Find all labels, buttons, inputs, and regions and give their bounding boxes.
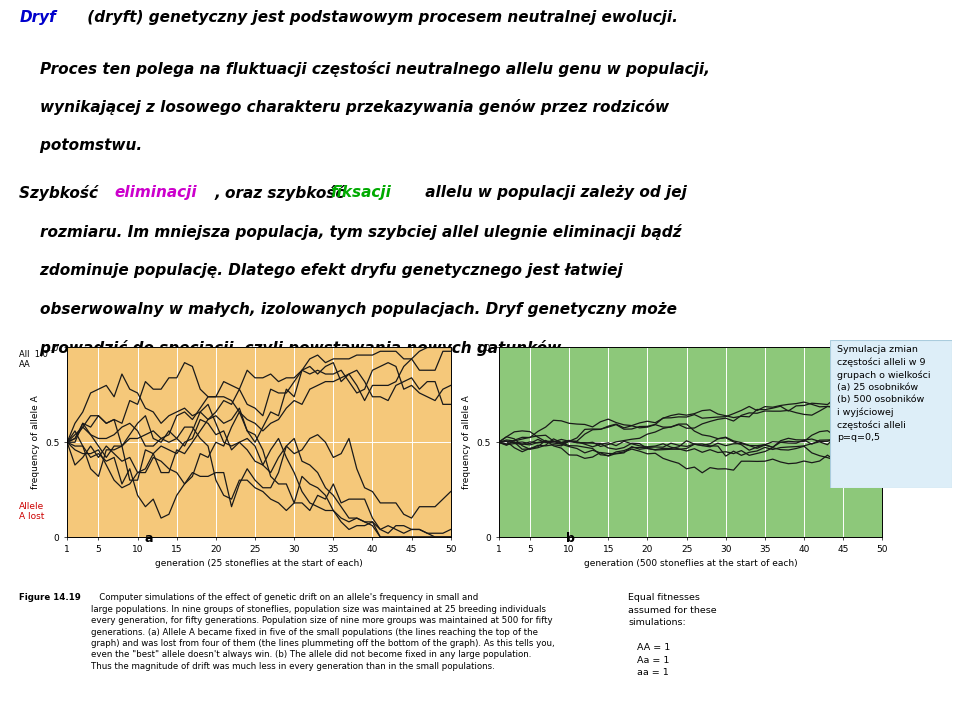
Text: Equal fitnesses
assumed for these
simulations:

   AA = 1
   Aa = 1
   aa = 1: Equal fitnesses assumed for these simula… — [628, 593, 716, 677]
Text: Dryf: Dryf — [19, 10, 56, 25]
Text: Symulacja zmian
częstości alleli w 9
grupach o wielkości
(a) 25 osobników
(b) 50: Symulacja zmian częstości alleli w 9 gru… — [837, 345, 930, 442]
Text: Szybkość: Szybkość — [19, 185, 104, 201]
Y-axis label: frequency of allele A: frequency of allele A — [31, 395, 39, 489]
Text: Allele: Allele — [19, 502, 44, 511]
Text: allelu w populacji zależy od jej: allelu w populacji zależy od jej — [420, 185, 687, 200]
Text: A lost: A lost — [19, 512, 44, 522]
Text: potomstwu.: potomstwu. — [19, 138, 142, 153]
Text: prowadzić do specjacji, czyli powstawania nowych gatunków.: prowadzić do specjacji, czyli powstawani… — [19, 340, 566, 357]
Text: All  1.0: All 1.0 — [19, 350, 48, 359]
FancyBboxPatch shape — [830, 340, 952, 488]
Text: b: b — [566, 532, 575, 545]
Text: a: a — [145, 532, 152, 545]
Text: Figure 14.19: Figure 14.19 — [19, 593, 81, 602]
X-axis label: generation (25 stoneflies at the start of each): generation (25 stoneflies at the start o… — [155, 559, 363, 568]
Text: obserwowalny w małych, izolowanych populacjach. Dryf genetyczny może: obserwowalny w małych, izolowanych popul… — [19, 302, 677, 317]
Text: rozmiaru. Im mniejsza populacja, tym szybciej allel ulegnie eliminacji bądź: rozmiaru. Im mniejsza populacja, tym szy… — [19, 224, 682, 240]
Text: Computer simulations of the effect of genetic drift on an allele's frequency in : Computer simulations of the effect of ge… — [91, 593, 554, 671]
Text: eliminacji: eliminacji — [114, 185, 197, 200]
Text: Proces ten polega na fluktuacji częstości neutralnego allelu genu w populacji,: Proces ten polega na fluktuacji częstośc… — [19, 60, 710, 77]
X-axis label: generation (500 stoneflies at the start of each): generation (500 stoneflies at the start … — [584, 559, 797, 568]
Text: , oraz szybkość: , oraz szybkość — [215, 185, 351, 201]
Text: zdominuje populację. Dlatego efekt dryfu genetycznego jest łatwiej: zdominuje populację. Dlatego efekt dryfu… — [19, 263, 623, 278]
Text: wynikającej z losowego charakteru przekazywania genów przez rodziców: wynikającej z losowego charakteru przeka… — [19, 100, 669, 115]
Text: fiksacji: fiksacji — [330, 185, 390, 200]
Text: AA: AA — [19, 360, 31, 369]
Y-axis label: frequency of allele A: frequency of allele A — [462, 395, 471, 489]
Text: (dryft) genetyczny jest podstawowym procesem neutralnej ewolucji.: (dryft) genetyczny jest podstawowym proc… — [82, 10, 677, 25]
